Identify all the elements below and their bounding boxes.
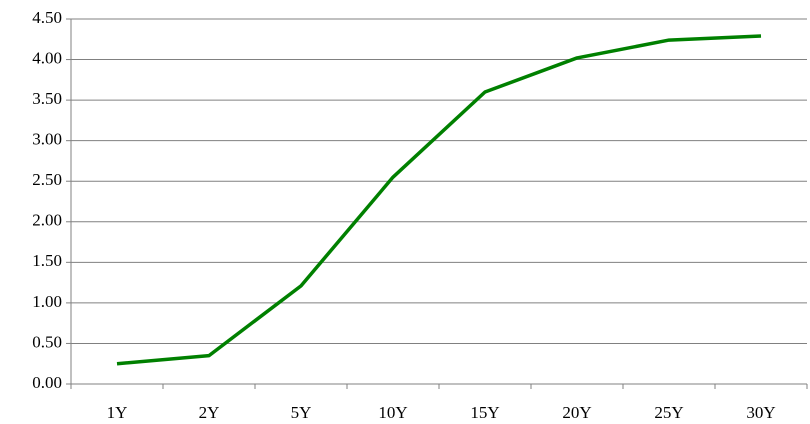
y-tick-label: 3.50 [32, 89, 62, 108]
line-series [116, 34, 762, 366]
x-tick-label: 10Y [378, 403, 407, 422]
y-tick-label: 1.50 [32, 251, 62, 270]
y-tick-label: 2.50 [32, 170, 62, 189]
x-tick-label: 2Y [199, 403, 220, 422]
x-tick-label: 20Y [562, 403, 591, 422]
x-tick-label: 5Y [291, 403, 312, 422]
y-tick-label: 2.00 [32, 211, 62, 230]
y-tick-label: 3.00 [32, 130, 62, 149]
x-tick-label: 25Y [654, 403, 683, 422]
y-tick-label: 0.50 [32, 332, 62, 351]
y-tick-label: 4.00 [32, 48, 62, 67]
x-tick-label: 15Y [470, 403, 499, 422]
y-tick-label: 4.50 [32, 8, 62, 27]
y-tick-label: 0.00 [32, 373, 62, 392]
x-tick-label: 30Y [746, 403, 775, 422]
x-tick-label: 1Y [107, 403, 128, 422]
y-tick-label: 1.00 [32, 292, 62, 311]
